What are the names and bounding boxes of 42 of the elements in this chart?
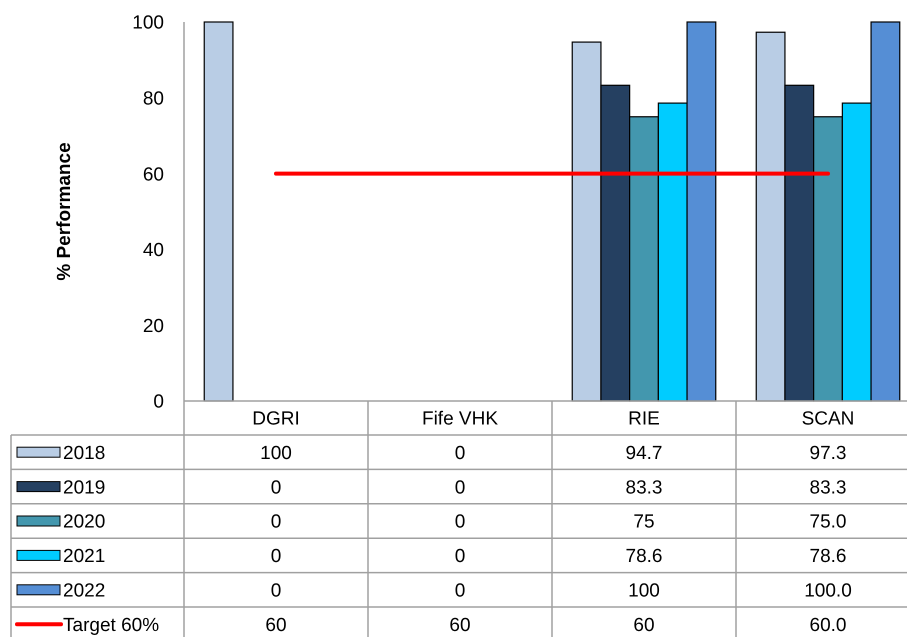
data-label: 83.3 xyxy=(810,477,846,498)
y-tick-label: 0 xyxy=(153,392,164,413)
legend-label: Target 60% xyxy=(63,614,160,636)
y-tick-label: 60 xyxy=(142,164,164,186)
y-tick-label: 20 xyxy=(142,316,164,337)
x-tick-label: SCAN xyxy=(802,408,854,430)
y-axis-title: % Performance xyxy=(54,142,75,281)
data-label: 75 xyxy=(633,512,655,533)
data-label: 78.6 xyxy=(810,546,846,568)
data-label: 60.0 xyxy=(810,614,846,636)
legend-label: 2021 xyxy=(63,546,106,568)
bar xyxy=(204,21,234,402)
data-label: 60 xyxy=(633,614,655,636)
y-tick-label: 40 xyxy=(142,240,164,262)
legend-label: 2022 xyxy=(63,580,106,602)
data-label: 60 xyxy=(449,614,471,636)
data-label: 0 xyxy=(454,580,466,602)
y-tick-label: 80 xyxy=(142,88,164,110)
x-tick-label: Fife VHK xyxy=(422,408,498,430)
data-label: 100 xyxy=(260,442,292,464)
data-label: 100 xyxy=(628,580,660,602)
data-label: 94.7 xyxy=(626,442,662,464)
data-label: 0 xyxy=(454,512,466,533)
x-tick-label: RIE xyxy=(628,408,660,430)
data-label: 0 xyxy=(454,477,466,498)
data-label: 0 xyxy=(454,442,466,464)
legend-label: 2018 xyxy=(63,442,106,464)
data-label: 0 xyxy=(270,546,282,568)
data-label: 0 xyxy=(270,580,282,602)
data-label: 78.6 xyxy=(626,546,662,568)
data-label: 60 xyxy=(265,614,287,636)
data-label: 0 xyxy=(454,546,466,568)
data-label: 100.0 xyxy=(804,580,852,602)
data-label: 75.0 xyxy=(810,512,846,533)
legend-label: 2020 xyxy=(63,512,106,533)
legend-label: 2019 xyxy=(63,477,106,498)
y-tick-label: 100 xyxy=(132,12,164,34)
data-label: 83.3 xyxy=(626,477,662,498)
data-label: 0 xyxy=(270,477,282,498)
data-label: 0 xyxy=(270,512,282,533)
data-label: 97.3 xyxy=(810,442,846,464)
x-tick-label: DGRI xyxy=(252,408,300,430)
